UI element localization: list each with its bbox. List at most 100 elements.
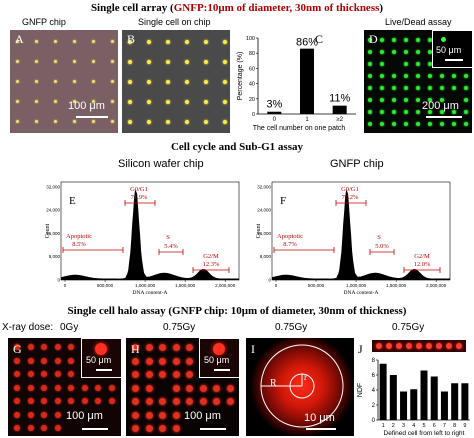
y-tick-label: 32,000 bbox=[46, 184, 60, 189]
section-title-array: Single cell array (GNFP:10μm of diameter… bbox=[90, 2, 384, 14]
panel-i-halo bbox=[250, 338, 354, 436]
cell-spot bbox=[54, 357, 61, 364]
cell-spot bbox=[172, 411, 180, 419]
cell-spot bbox=[185, 60, 189, 64]
cell-spot bbox=[35, 40, 38, 43]
x-tick-label: 1,000,000 bbox=[346, 283, 367, 288]
strip-cell bbox=[416, 343, 422, 349]
cell-spot bbox=[68, 357, 74, 364]
cell-spot bbox=[128, 60, 132, 64]
cell-spot bbox=[54, 120, 57, 123]
cell-spot bbox=[440, 98, 444, 102]
cell-spot bbox=[392, 122, 396, 126]
cell-spot bbox=[185, 100, 189, 104]
cell-spot bbox=[404, 62, 408, 66]
cell-spot bbox=[16, 100, 19, 103]
cell-spot bbox=[166, 120, 170, 124]
cell-spot bbox=[380, 98, 384, 102]
cell-spot bbox=[204, 60, 208, 64]
x-tick-label: 0 bbox=[275, 283, 278, 288]
cell-spot bbox=[159, 425, 166, 432]
y-tick-label: 16,000 bbox=[46, 231, 60, 236]
y-tick-label: 16,000 bbox=[257, 231, 271, 236]
cell-spot bbox=[368, 74, 372, 78]
cell-spot bbox=[41, 384, 47, 391]
cell-spot bbox=[147, 40, 151, 44]
cell-spot bbox=[204, 120, 208, 124]
panel-h-scale-bar bbox=[200, 428, 226, 430]
cell-spot bbox=[440, 122, 444, 126]
g2m-label: G2/M bbox=[203, 253, 219, 260]
cell-spot bbox=[16, 60, 19, 63]
bar bbox=[451, 383, 459, 420]
panel-d-inset: 50 μm bbox=[432, 30, 472, 68]
x-tick-label: 0 bbox=[273, 117, 277, 123]
cell-spot bbox=[380, 110, 384, 114]
cell-spot bbox=[108, 384, 115, 391]
cell-spot bbox=[54, 411, 61, 418]
cell-spot bbox=[452, 74, 456, 78]
cell-spot bbox=[368, 62, 372, 66]
cell-spot bbox=[132, 398, 139, 405]
cell-spot bbox=[452, 86, 456, 90]
cell-spot bbox=[380, 86, 384, 90]
g0g1-value: 72.2% bbox=[342, 194, 359, 201]
cell-spot bbox=[223, 100, 227, 104]
cell-spot bbox=[186, 357, 193, 365]
cell-spot bbox=[159, 411, 166, 419]
x-tick-label: 0 bbox=[64, 283, 67, 288]
cell-spot bbox=[404, 98, 408, 102]
cell-spot bbox=[464, 86, 468, 90]
cell-spot bbox=[14, 357, 20, 364]
panel-a-caption: GNFP chip bbox=[22, 17, 66, 27]
cell-spot bbox=[128, 120, 132, 124]
section-title-cell-cycle: Cell cycle and Sub-G1 assay bbox=[170, 141, 303, 153]
bar bbox=[379, 363, 387, 420]
x-tick-label: 8 bbox=[453, 423, 456, 429]
cell-spot bbox=[428, 122, 432, 126]
x-axis-label: DNA content-A bbox=[344, 290, 379, 295]
cell-spot bbox=[404, 74, 408, 78]
cell-spot bbox=[41, 357, 47, 364]
apoptotic-label: Apoptotic bbox=[66, 233, 92, 240]
g0g1-label: G0/G1 bbox=[130, 186, 148, 193]
cell-spot bbox=[92, 60, 95, 63]
x-tick-label: 6 bbox=[433, 423, 436, 429]
cell-spot bbox=[186, 371, 193, 378]
cell-spot bbox=[111, 120, 114, 123]
y-tick-label: 0 bbox=[268, 278, 271, 283]
y-tick-label: 20 bbox=[249, 97, 255, 103]
cell-spot bbox=[73, 60, 76, 63]
inset-cell bbox=[95, 343, 107, 355]
x-tick-label: 2,000,000 bbox=[215, 283, 236, 288]
cell-spot bbox=[392, 38, 396, 42]
panel-g-dose: 0Gy bbox=[60, 322, 79, 333]
panel-d-scale-bar bbox=[426, 116, 462, 118]
cell-spot bbox=[428, 86, 432, 90]
cell-spot bbox=[416, 110, 420, 114]
cell-spot bbox=[186, 398, 193, 405]
cell-spot bbox=[35, 80, 38, 83]
panel-g-image: G 50 μm 100 μm bbox=[8, 338, 121, 436]
cell-spot bbox=[92, 100, 95, 103]
panel-d-inset-scale: 50 μm bbox=[436, 45, 462, 55]
g0g1-value: 71.9% bbox=[131, 194, 148, 201]
y-tick-label: 8,000 bbox=[260, 254, 272, 259]
cell-spot bbox=[452, 122, 456, 126]
strip-cell bbox=[456, 343, 462, 349]
panel-h-inset-scale-bar bbox=[214, 369, 230, 371]
cell-spot bbox=[440, 110, 444, 114]
x-tick-label: 1,500,000 bbox=[386, 283, 407, 288]
cell-spot bbox=[416, 38, 420, 42]
cell-spot bbox=[145, 411, 153, 419]
cell-spot bbox=[428, 62, 432, 66]
g2m-value: 12.3% bbox=[203, 261, 220, 268]
cell-spot bbox=[73, 100, 76, 103]
panel-h-inset-scale: 50 μm bbox=[204, 355, 230, 365]
cell-spot bbox=[27, 344, 34, 350]
strip-cell bbox=[436, 343, 442, 349]
cell-spot bbox=[27, 384, 34, 391]
cell-spot bbox=[54, 384, 61, 391]
x-tick-label: 1 bbox=[305, 117, 309, 123]
cell-spot bbox=[199, 398, 207, 405]
